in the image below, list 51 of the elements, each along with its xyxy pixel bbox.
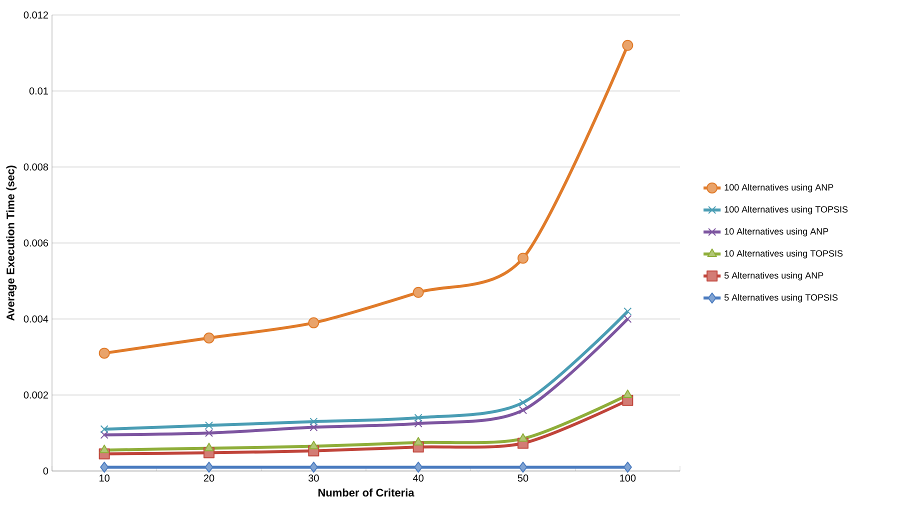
y-tick-label: 0 <box>43 467 48 475</box>
point <box>622 390 632 398</box>
point <box>100 430 108 439</box>
point <box>100 425 108 434</box>
legend-label: 100 Alternatives using TOPSIS <box>724 206 848 214</box>
point <box>414 419 422 428</box>
legend-label: 100 Alternatives using ANP <box>724 184 834 192</box>
point <box>100 444 110 454</box>
x-tick-label: 20 <box>204 474 214 482</box>
point <box>98 348 110 359</box>
point <box>518 462 528 473</box>
y-tick-label: 0.012 <box>24 11 48 19</box>
point <box>310 418 318 426</box>
y-tick-label: 0.004 <box>24 315 48 323</box>
point <box>204 462 214 473</box>
y-tick-label: 0.01 <box>29 87 48 95</box>
y-axis-title: Average Execution Time (sec) <box>6 166 17 321</box>
point <box>518 252 528 264</box>
point <box>414 437 424 446</box>
x-tick-label: 50 <box>518 474 528 482</box>
point <box>204 442 214 452</box>
point <box>518 398 528 407</box>
point <box>204 428 214 438</box>
legend-label: 10 Alternatives using TOPSIS <box>724 250 843 258</box>
y-tick-label: 0.002 <box>24 391 48 399</box>
point <box>100 462 109 473</box>
point <box>518 433 528 442</box>
point <box>204 332 214 344</box>
x-tick-label: 10 <box>100 474 110 482</box>
point <box>310 423 318 432</box>
legend-label: 10 Alternatives using ANP <box>724 228 828 236</box>
point <box>518 406 528 414</box>
x-tick-label: 40 <box>413 474 424 482</box>
point <box>624 307 632 316</box>
legend-label: 5 Alternatives using ANP <box>724 272 824 280</box>
x-axis-title: Number of Criteria <box>318 488 414 497</box>
legend-label: 5 Alternatives using TOPSIS <box>724 294 838 302</box>
y-tick-label: 0.006 <box>24 239 48 247</box>
point <box>414 462 423 473</box>
point <box>412 286 424 298</box>
x-tick-label: 100 <box>620 474 636 482</box>
point <box>308 317 320 328</box>
point <box>623 462 632 473</box>
y-tick-label: 0.008 <box>24 163 48 171</box>
point <box>204 421 214 430</box>
point <box>414 414 422 422</box>
x-tick-label: 30 <box>308 474 319 482</box>
point <box>308 440 318 450</box>
point <box>309 462 318 473</box>
point <box>622 40 634 51</box>
point <box>624 314 632 324</box>
